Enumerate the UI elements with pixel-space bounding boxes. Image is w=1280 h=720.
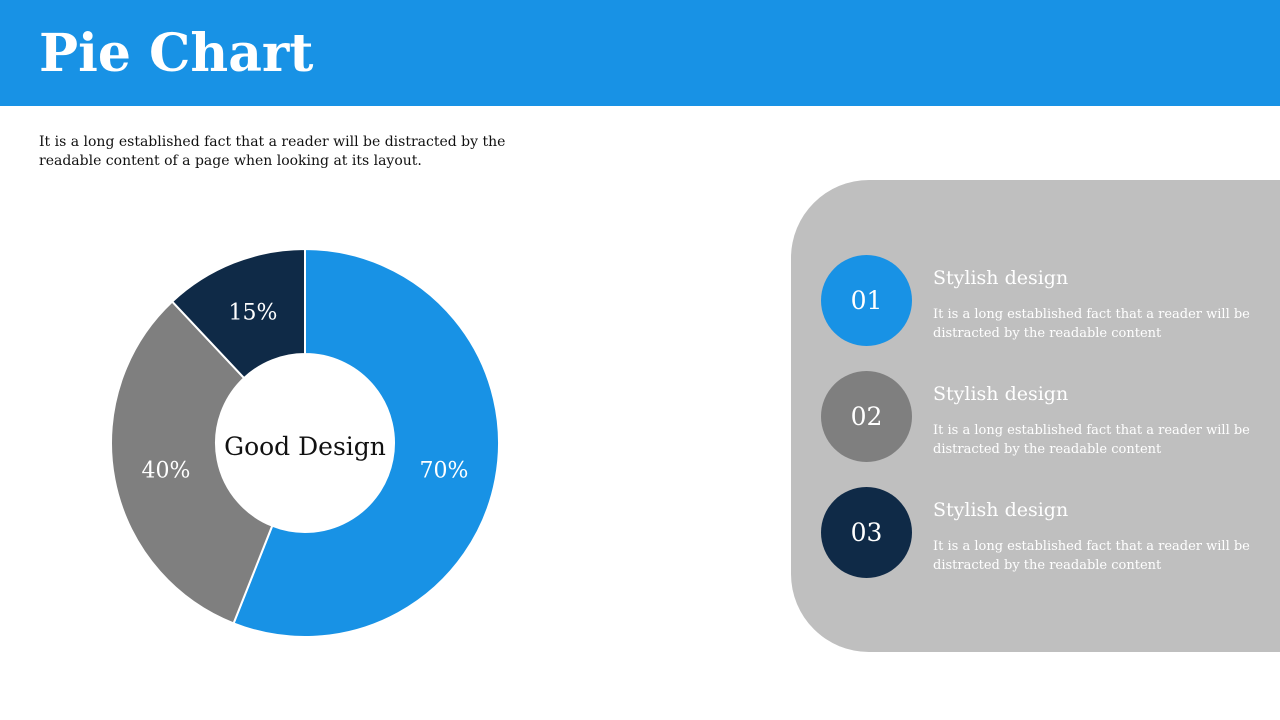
feature-text-1: It is a long established fact that a rea… xyxy=(933,307,1250,341)
pie-slice-3 xyxy=(170,247,306,380)
feature-title-1: Stylish design xyxy=(933,267,1069,289)
intro-text: It is a long established fact that a rea… xyxy=(39,134,506,169)
header-bar: Pie Chart xyxy=(0,0,1280,106)
pie-slice-2 xyxy=(110,300,274,625)
slice-label-1: 70% xyxy=(420,459,469,484)
pie-slice-1 xyxy=(232,247,500,638)
feature-item-1: 01 Stylish design It is a long establish… xyxy=(791,255,1280,355)
feature-panel: 01 Stylish design It is a long establish… xyxy=(791,180,1280,652)
number-badge-3: 03 xyxy=(821,487,912,578)
feature-title-3: Stylish design xyxy=(933,499,1069,521)
feature-text-2: It is a long established fact that a rea… xyxy=(933,423,1250,457)
number-badge-2: 02 xyxy=(821,371,912,462)
slice-label-3: 15% xyxy=(228,300,277,325)
number-badge-1: 01 xyxy=(821,255,912,346)
chart-center-label: Good Design xyxy=(224,432,386,461)
feature-title-2: Stylish design xyxy=(933,383,1069,405)
feature-item-3: 03 Stylish design It is a long establish… xyxy=(791,487,1280,587)
feature-text-3: It is a long established fact that a rea… xyxy=(933,539,1250,573)
page-title: Pie Chart xyxy=(39,23,314,84)
feature-item-2: 02 Stylish design It is a long establish… xyxy=(791,371,1280,471)
slice-label-2: 40% xyxy=(142,459,191,484)
